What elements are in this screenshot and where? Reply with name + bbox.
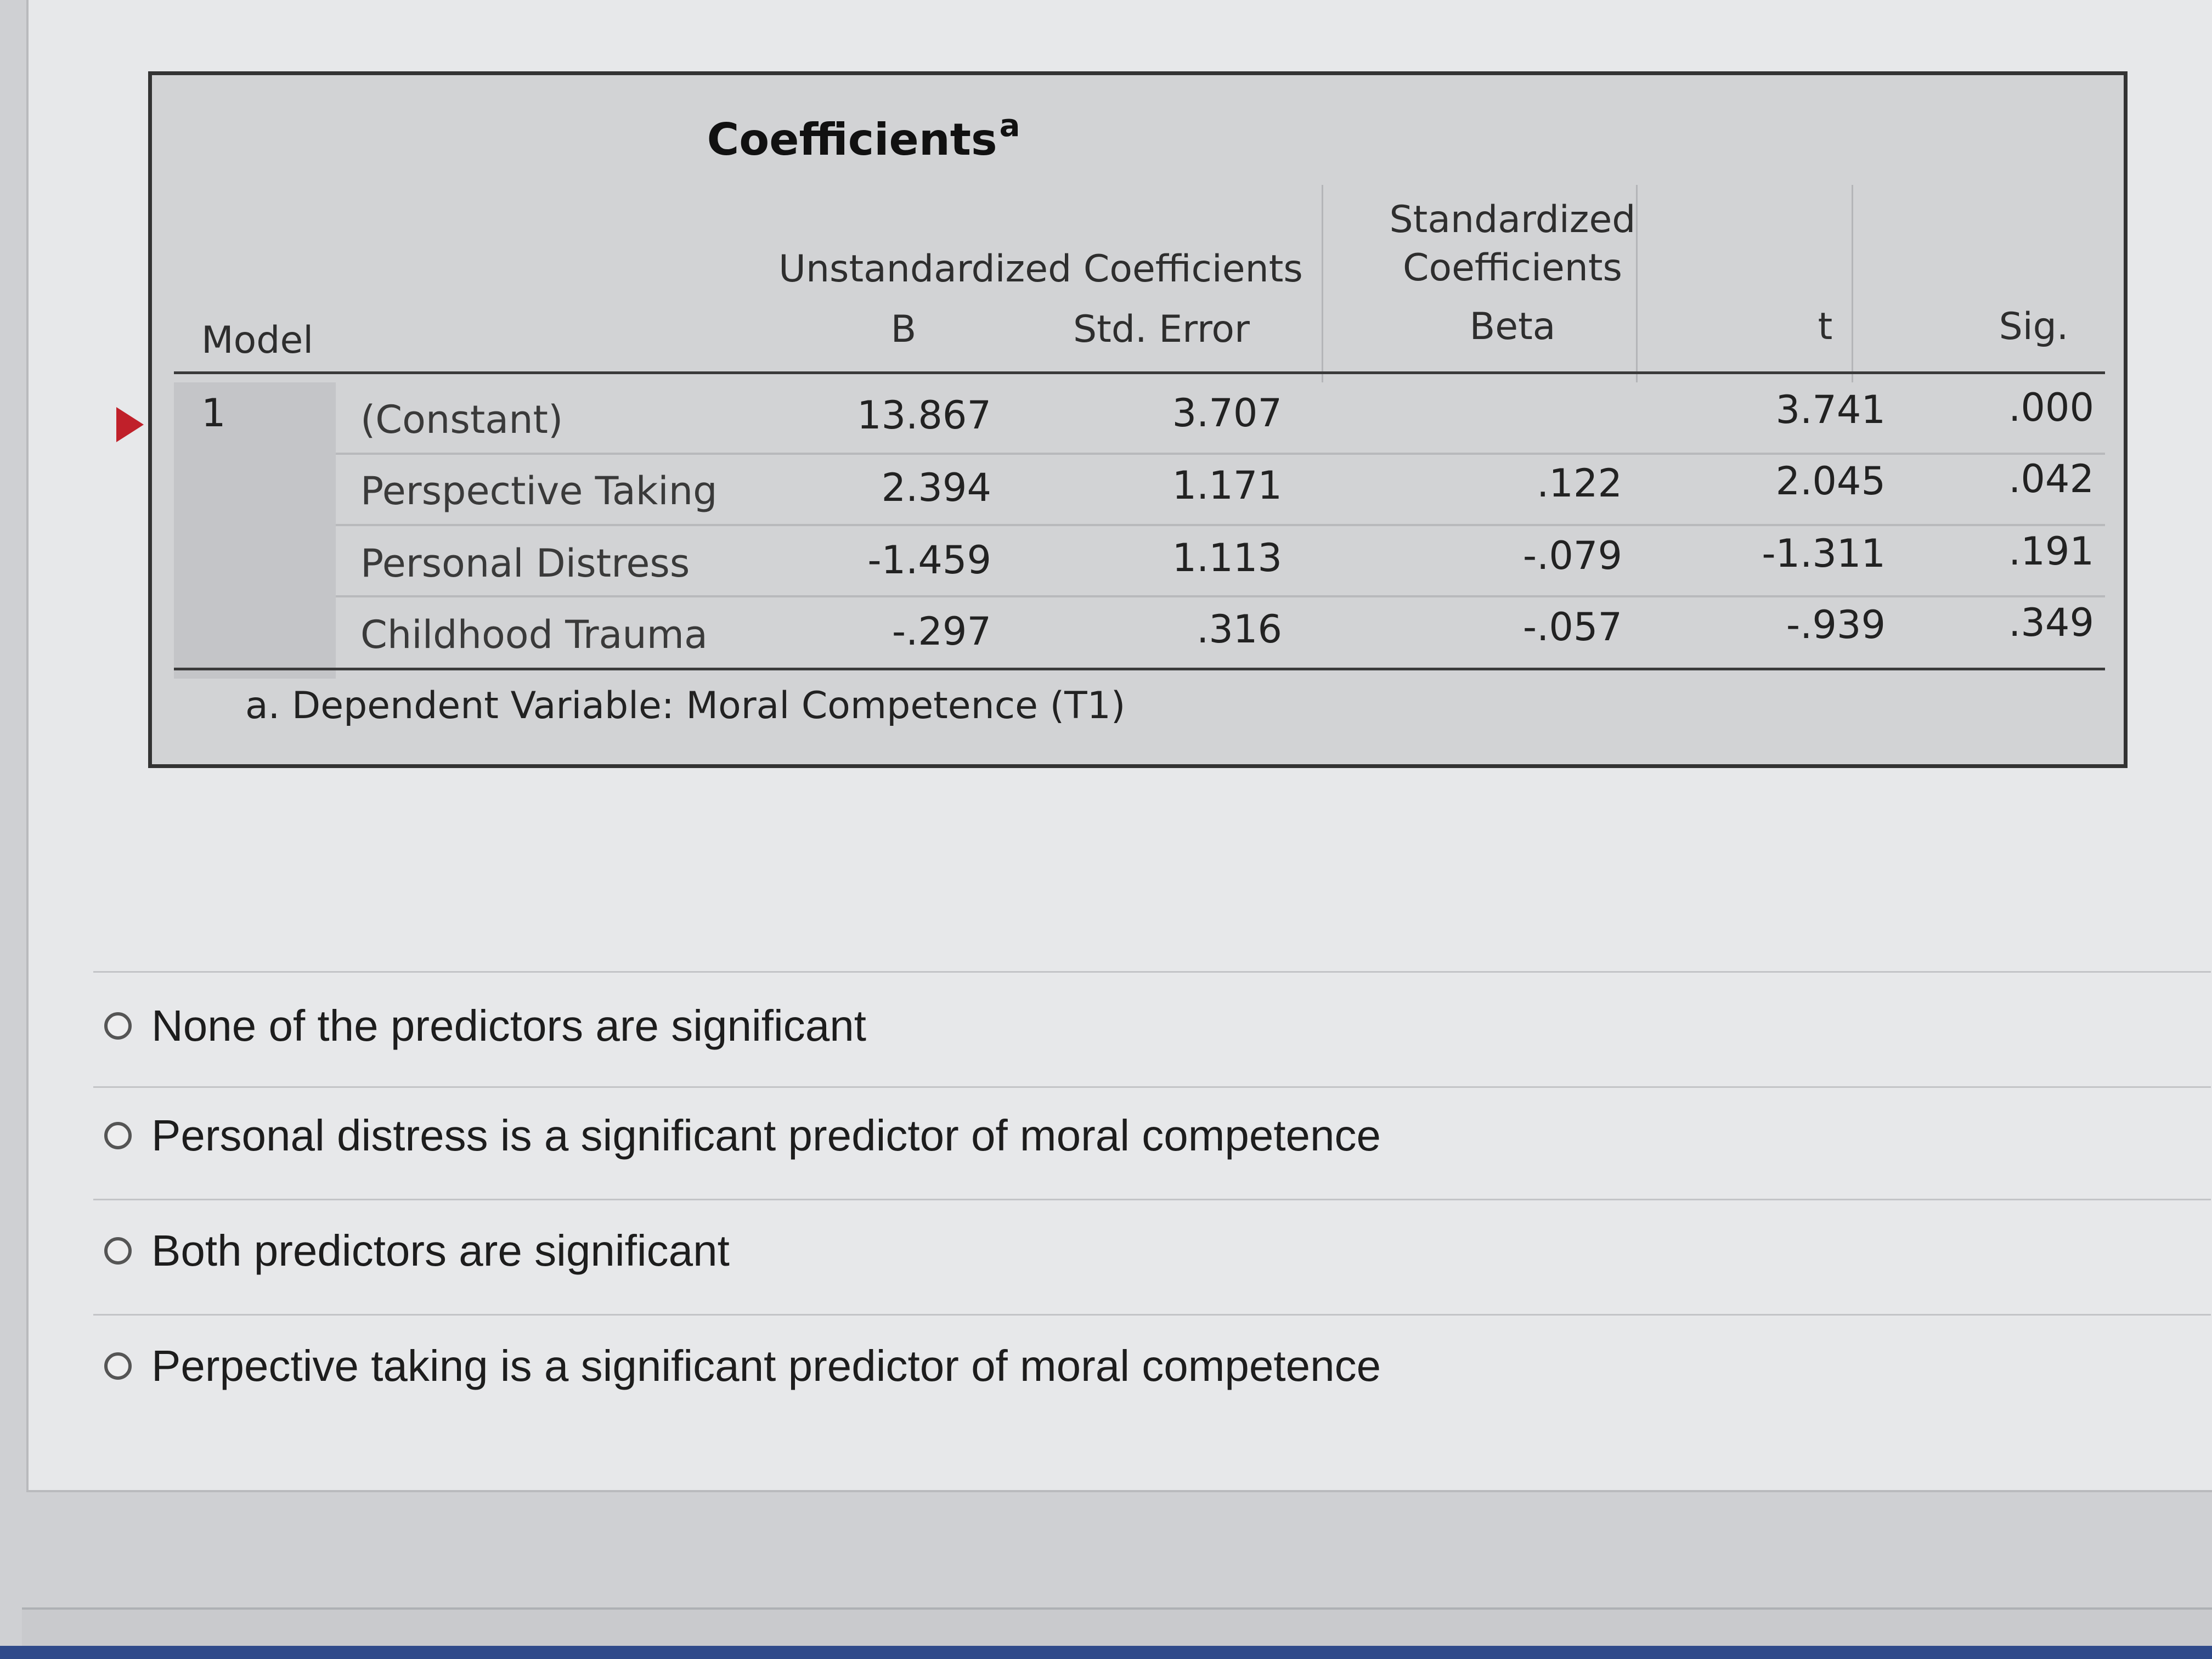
option-label: Personal distress is a significant predi… [151, 1111, 1381, 1160]
answer-option-1[interactable]: None of the predictors are significant [104, 971, 2107, 1081]
model-number: 1 [201, 391, 226, 436]
cell-beta: -.079 [1522, 533, 1622, 578]
row-label: (Constant) [360, 397, 563, 442]
cell-beta: -.057 [1522, 605, 1622, 650]
header-std-error: Std. Error [1073, 308, 1250, 351]
radio-button[interactable] [104, 1012, 132, 1040]
cell-b: -1.459 [867, 538, 991, 583]
row-separator [336, 595, 2105, 597]
table-bottom-rule [174, 668, 2105, 670]
answer-option-2[interactable]: Personal distress is a significant predi… [104, 1081, 2107, 1190]
option-label: Both predictors are significant [151, 1226, 730, 1275]
header-model: Model [201, 319, 314, 362]
cell-t: 3.741 [1775, 387, 1886, 432]
model-column [174, 382, 336, 679]
cell-std-error: 1.171 [1172, 463, 1282, 508]
cell-sig: .191 [2008, 529, 2094, 574]
cell-b: 13.867 [857, 393, 991, 438]
row-label: Childhood Trauma [360, 612, 708, 657]
header-unstandardized: Unstandardized Coefficients [778, 247, 1303, 291]
radio-button[interactable] [104, 1237, 132, 1265]
cell-t: -.939 [1786, 602, 1886, 647]
cell-beta: .122 [1537, 461, 1622, 506]
coefficients-table: Coefficientsa Unstandardized Coefficient… [148, 71, 2128, 768]
header-t: t [1818, 305, 1833, 348]
cell-t: 2.045 [1775, 459, 1886, 504]
row-label: Personal Distress [360, 541, 690, 586]
table-footnote: a. Dependent Variable: Moral Competence … [245, 684, 1126, 727]
table-title: Coefficientsa [707, 108, 1020, 165]
header-rule [174, 371, 2105, 374]
header-separator [1852, 185, 1853, 382]
cell-b: -.297 [891, 609, 991, 654]
option-label: Perpective taking is a significant predi… [151, 1341, 1381, 1390]
header-separator [1636, 185, 1638, 382]
option-divider [93, 1314, 2211, 1316]
cell-std-error: .316 [1197, 607, 1282, 652]
option-divider [93, 971, 2211, 973]
row-label: Perspective Taking [360, 469, 718, 514]
option-divider [93, 1199, 2211, 1200]
answer-option-4[interactable]: Perpective taking is a significant predi… [104, 1311, 2107, 1421]
cell-std-error: 1.113 [1172, 535, 1282, 580]
header-beta: Beta [1469, 305, 1556, 348]
cell-t: -1.311 [1762, 531, 1886, 576]
cell-sig: .000 [2008, 385, 2094, 430]
option-label: None of the predictors are significant [151, 1001, 866, 1050]
radio-button[interactable] [104, 1352, 132, 1380]
cell-sig: .349 [2008, 600, 2094, 645]
header-standardized-line2: Coefficients [1403, 246, 1622, 290]
header-separator [1322, 185, 1323, 382]
cell-b: 2.394 [881, 465, 991, 510]
cell-sig: .042 [2008, 456, 2094, 501]
row-separator [336, 453, 2105, 455]
cell-std-error: 3.707 [1172, 391, 1282, 436]
radio-button[interactable] [104, 1122, 132, 1149]
header-standardized-line1: Standardized [1389, 198, 1636, 241]
header-b: B [890, 308, 917, 351]
answer-option-3[interactable]: Both predictors are significant [104, 1196, 2107, 1306]
bottom-strip [0, 1646, 2212, 1659]
row-separator [336, 524, 2105, 526]
header-sig: Sig. [1999, 305, 2069, 348]
option-divider [93, 1086, 2211, 1088]
row-marker-arrow-icon [116, 407, 144, 442]
